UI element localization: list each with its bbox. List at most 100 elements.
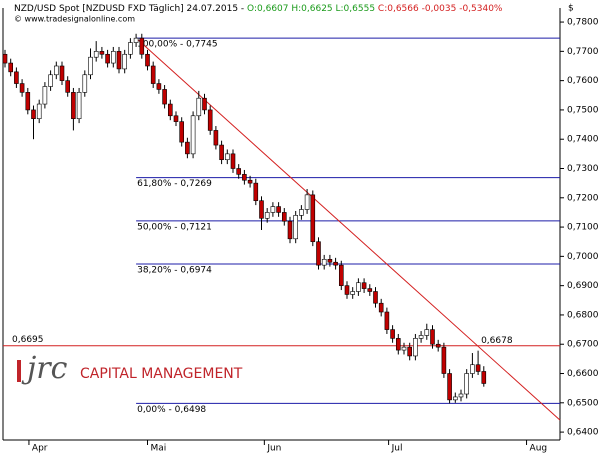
candle-body [196,97,202,117]
candle-body [8,62,13,73]
x-tick-label: Jun [266,444,281,454]
y-tick-label: 0,7500 [567,105,599,115]
candle-body [105,53,110,64]
candle-body [128,42,133,55]
candle-body [287,220,293,240]
fib-label: 50,00% - 0,7121 [137,222,212,232]
candle-body [310,194,316,243]
candle-body [53,65,59,76]
candle-body [430,329,435,345]
candle-body [293,215,298,240]
candle-body [145,53,150,67]
fib-label: 100,00% - 0,7745 [137,40,218,50]
candle-body [202,97,207,111]
y-tick-label: 0,6900 [567,281,599,291]
y-tick-label: 0,7200 [567,193,599,203]
candle-body [99,51,105,55]
y-tick-label: 0,7300 [567,164,599,174]
candle-body [190,115,196,155]
candle-body [424,329,430,336]
candle-body [242,174,247,181]
candle-body [276,206,281,213]
candle-body [31,109,36,120]
candle-body [133,37,139,43]
candle-body [413,338,418,357]
candle-body [390,329,395,339]
candle-body [384,311,390,330]
candle-body [224,153,230,161]
y-tick-label: 0,6800 [567,310,599,320]
subtitle: © www.tradesignalonline.com [14,15,135,24]
candle-body [2,53,8,64]
candle-body [481,371,487,384]
resistance-label: 0,6695 [12,335,44,345]
plot-area: 0,6400 0,6500 0,6600 0,6700 0,6800 0,6900 0,70… [2,8,599,454]
candle-body [470,364,475,374]
candle-body [401,346,407,351]
candle-body [150,65,156,84]
fib-label: 38,20% - 0,6974 [137,265,212,275]
y-tick-label: 0,7100 [567,223,599,233]
y-tick-label: 0,7700 [567,47,599,57]
candle-body [452,396,458,401]
fib-label: 61,80% - 0,7269 [137,179,212,189]
candle-body [156,83,162,90]
candle-body [333,261,338,266]
candle-body [76,92,82,120]
candle-body [110,51,116,64]
candle-body [299,209,304,216]
candle-body [25,92,31,111]
candle-body [259,200,264,219]
logo-bar [17,360,21,382]
y-tick-label: 0,6700 [567,340,599,350]
y-tick-label: 0,6500 [567,398,599,408]
candle-body [230,153,236,169]
chart-header: NZD/USD Spot [NZDUSD FXD Täglich] 24.07.… [14,4,503,14]
candle-body [418,335,424,339]
candle-body [116,51,122,70]
candle-body [253,182,259,202]
x-tick-label: Mai [150,444,166,454]
candle-body [338,264,344,286]
candle-body [304,194,310,210]
candle-body [281,212,287,222]
candle-body [207,109,213,131]
candle-body [36,103,42,120]
fib-label: 0,00% - 0,6498 [137,405,206,415]
y-tick-label: 0,7000 [567,252,599,262]
candle-body [185,141,190,155]
candle-body [435,343,441,348]
x-tick-label: Aug [530,444,548,454]
candle-body [464,373,469,395]
y-tick-label: 0,7400 [567,135,599,145]
candle-body [162,89,167,105]
y-tick-label: 0,6400 [567,428,599,438]
candle-body [19,83,25,93]
candle-body [93,51,99,58]
x-tick-label: Jul [391,444,403,454]
candle-body [173,115,179,122]
candle-body [82,74,88,93]
candle-body [373,291,378,304]
logo-mark: jrc [21,351,68,386]
candle-body [122,53,127,70]
candle-body [139,37,145,55]
candle-body [356,282,361,292]
x-tick-label: Apr [32,444,48,454]
candle-body [71,92,76,120]
logo: jrc CAPITAL MANAGEMENT [17,351,243,386]
candle-body [344,285,350,295]
candle-body [42,86,48,105]
candle-body [378,302,384,313]
candle-body [270,206,276,213]
trendline-label: 0,6678 [481,336,513,346]
candle-body [167,103,173,117]
y-tick-label: 0,7800 [567,18,599,28]
header-change: C:0,6566 -0,0035 -0,5340% [378,4,503,14]
candle-body [321,258,327,266]
candle-body [327,258,333,263]
header-ohl: O:0,6607 H:0,6625 L:0,6555 [247,4,375,14]
header-instrument: NZD/USD Spot [NZDUSD FXD Täglich] 24.07.… [14,4,247,14]
candle-body [88,56,93,76]
